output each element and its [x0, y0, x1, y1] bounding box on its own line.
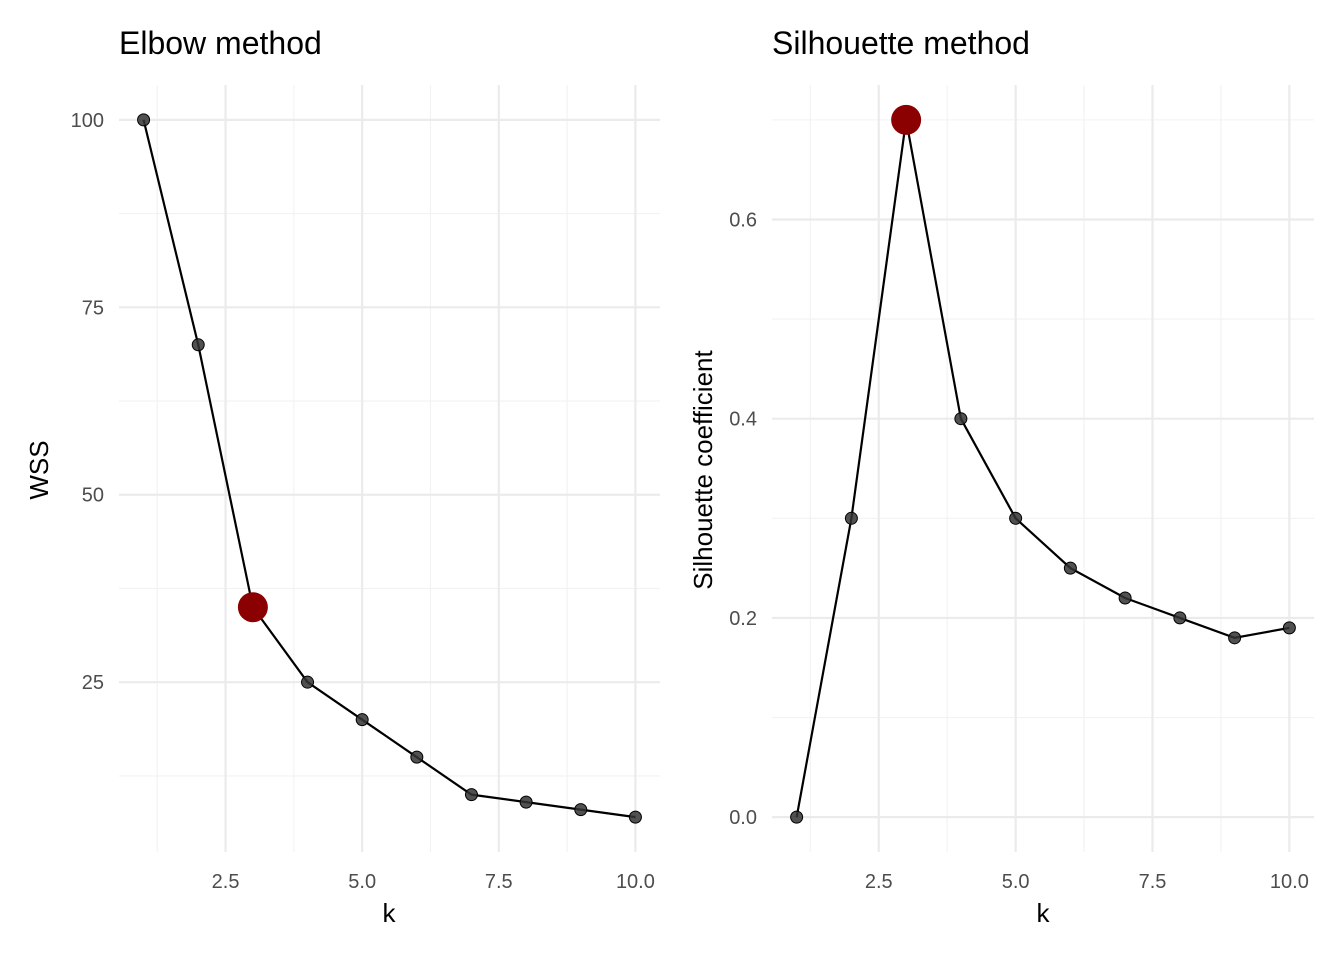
elbow-y-axis-label: WSS [24, 440, 54, 499]
elbow-x-axis-label: k [383, 898, 397, 928]
elbow-optimal-k-marker [237, 592, 268, 623]
elbow-grid [119, 85, 660, 852]
silhouette-x-tick-label: 7.5 [1139, 871, 1167, 893]
silhouette-x-tick-label: 5.0 [1002, 871, 1030, 893]
silhouette-data-point [1118, 591, 1132, 605]
elbow-data-point [301, 675, 315, 689]
silhouette-x-axis-label: k [1037, 898, 1051, 928]
elbow-title: Elbow method [119, 25, 322, 61]
elbow-data-point [519, 795, 533, 809]
elbow-x-tick-label: 2.5 [212, 871, 240, 893]
silhouette-grid [772, 85, 1314, 852]
elbow-y-tick-label: 50 [82, 485, 104, 507]
silhouette-y-tick-label: 0.4 [729, 409, 757, 431]
silhouette-data-point [1009, 511, 1023, 525]
silhouette-data-point [954, 412, 968, 426]
silhouette-optimal-k-marker [891, 104, 922, 135]
silhouette-series-line [795, 119, 1290, 818]
elbow-y-tick-label: 25 [82, 672, 104, 694]
silhouette-y-tick-label: 0.2 [729, 608, 757, 630]
silhouette-y-tick-label: 0.6 [729, 209, 757, 231]
silhouette-panel: 2.5 5.0 7.5 10.0 0.0 0.2 0.4 0.6 Silhouette meth… [688, 25, 1314, 928]
elbow-y-tick-label: 100 [71, 110, 104, 132]
elbow-series-line [142, 119, 636, 819]
silhouette-data-point [1228, 631, 1242, 645]
silhouette-data-point [844, 511, 858, 525]
elbow-x-tick-label: 7.5 [485, 871, 513, 893]
elbow-x-tick-label: 10.0 [616, 871, 655, 893]
elbow-panel: 2.5 5.0 7.5 10.0 25 50 75 100 Elbow method k WSS [24, 25, 660, 928]
elbow-data-point [137, 113, 151, 127]
elbow-data-point [574, 803, 588, 817]
elbow-data-point [464, 788, 478, 802]
silhouette-data-point [1173, 611, 1187, 625]
silhouette-y-axis-label: Silhouette coefficient [688, 349, 718, 589]
silhouette-x-tick-label: 2.5 [865, 871, 893, 893]
silhouette-data-point [790, 810, 804, 824]
silhouette-x-tick-label: 10.0 [1270, 871, 1309, 893]
silhouette-title: Silhouette method [772, 25, 1030, 61]
elbow-data-point [628, 810, 642, 824]
elbow-data-point [410, 750, 424, 764]
elbow-data-point [191, 338, 205, 352]
elbow-x-tick-label: 5.0 [348, 871, 376, 893]
elbow-data-point [355, 713, 369, 727]
silhouette-data-point [1063, 561, 1077, 575]
elbow-y-tick-label: 75 [82, 297, 104, 319]
silhouette-y-tick-label: 0.0 [729, 807, 757, 829]
silhouette-data-point [1282, 621, 1296, 635]
